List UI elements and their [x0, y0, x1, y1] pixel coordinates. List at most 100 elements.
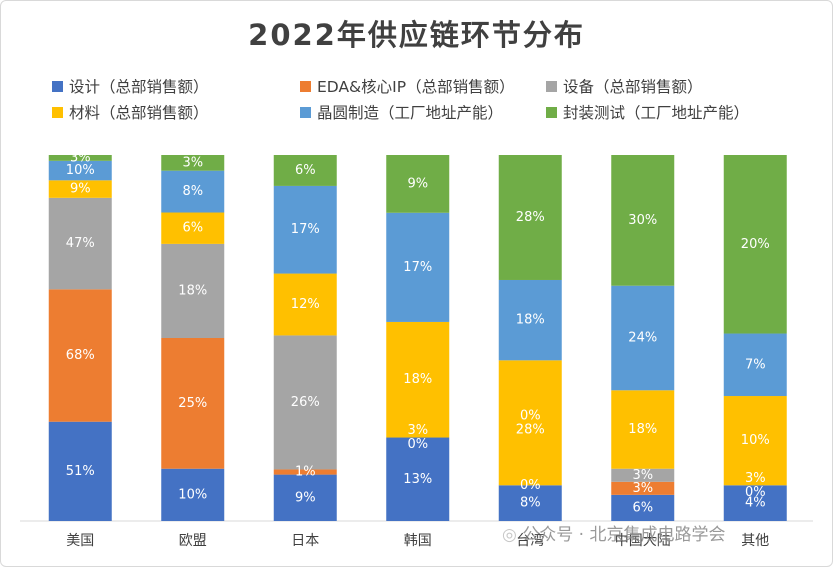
- bar-segment: [386, 437, 450, 521]
- bar-segment: [48, 160, 112, 181]
- bar-segment: [386, 321, 450, 438]
- legend-label: 设计（总部销售额）: [69, 78, 209, 96]
- data-label: 6%: [632, 500, 653, 515]
- data-label: 51%: [66, 464, 95, 479]
- bar-segment: [723, 396, 787, 486]
- legend-swatch: [52, 106, 63, 118]
- legend-swatch: [300, 80, 311, 92]
- chart-title: 2022年供应链环节分布: [248, 18, 585, 52]
- bar-segment: [48, 180, 112, 198]
- data-label: 6%: [295, 163, 316, 178]
- bar-segment: [161, 212, 225, 244]
- data-label: 9%: [295, 490, 316, 505]
- category-label: 中国大陆: [615, 533, 671, 549]
- data-label: 28%: [516, 422, 545, 437]
- data-label: 4%: [745, 496, 766, 511]
- data-label: 3%: [745, 471, 766, 486]
- legend-label: 封装测试（工厂地址产能）: [563, 104, 750, 122]
- bar-segment: [723, 155, 787, 334]
- data-label: 17%: [403, 260, 432, 275]
- bar-segment: [273, 474, 337, 521]
- data-label: 18%: [178, 283, 207, 298]
- data-label: 10%: [178, 487, 207, 502]
- data-label: 6%: [182, 221, 203, 236]
- bar-segment: [273, 469, 337, 475]
- bar-segment: [273, 273, 337, 336]
- legend-item: 晶圆制造（工厂地址产能）: [300, 101, 546, 123]
- bar-segment: [498, 279, 562, 361]
- bar-segment: [48, 289, 112, 422]
- data-label: 17%: [291, 222, 320, 237]
- data-label: 13%: [403, 472, 432, 487]
- bar-segment: [386, 155, 450, 213]
- bar-segment: [161, 155, 225, 171]
- category-label: 欧盟: [179, 533, 207, 549]
- data-label: 3%: [182, 155, 203, 170]
- bar-segment: [273, 335, 337, 470]
- bar-segment: [498, 360, 562, 486]
- legend-item: 材料（总部销售额）: [52, 101, 300, 123]
- bar-segment: [48, 155, 112, 161]
- watermark: ◎ 公众号 · 北京集成电路学会: [502, 520, 725, 545]
- data-label: 1%: [295, 465, 316, 480]
- bar-segment: [161, 338, 225, 469]
- wechat-icon: ◎: [502, 525, 517, 545]
- data-label: 0%: [745, 485, 766, 500]
- data-label: 7%: [745, 357, 766, 372]
- legend-swatch: [546, 80, 557, 92]
- data-label: 10%: [741, 433, 770, 448]
- legend-row: 材料（总部销售额） 晶圆制造（工厂地址产能） 封装测试（工厂地址产能）: [52, 99, 822, 125]
- data-label: 3%: [632, 468, 653, 483]
- data-label: 68%: [66, 348, 95, 363]
- data-label: 0%: [520, 408, 541, 423]
- bar-segment: [611, 494, 675, 521]
- data-label: 8%: [182, 184, 203, 199]
- data-label: 9%: [70, 182, 91, 197]
- data-label: 8%: [520, 496, 541, 511]
- category-label: 其他: [741, 533, 769, 549]
- legend-swatch: [52, 80, 63, 92]
- data-label: 3%: [632, 481, 653, 496]
- bar-segment: [48, 421, 112, 521]
- data-label: 24%: [628, 331, 657, 346]
- category-label: 韩国: [404, 533, 432, 549]
- legend-label: 晶圆制造（工厂地址产能）: [317, 104, 504, 122]
- legend-label: EDA&核心IP（总部销售额）: [317, 78, 515, 96]
- legend-item: 设备（总部销售额）: [546, 75, 703, 97]
- chart-legend: 设计（总部销售额） EDA&核心IP（总部销售额） 设备（总部销售额） 材料（总部销售…: [52, 73, 822, 125]
- data-label: 28%: [516, 210, 545, 225]
- data-label: 9%: [407, 176, 428, 191]
- data-label: 47%: [66, 236, 95, 251]
- data-label: 0%: [407, 437, 428, 452]
- legend-swatch: [546, 106, 557, 118]
- legend-item: 设计（总部销售额）: [52, 75, 300, 97]
- data-label: 0%: [520, 478, 541, 493]
- data-label: 20%: [741, 237, 770, 252]
- data-label: 18%: [628, 422, 657, 437]
- bar-segment: [161, 243, 225, 338]
- bar-segment: [161, 468, 225, 521]
- category-label: 台湾: [516, 532, 544, 549]
- legend-item: 封装测试（工厂地址产能）: [546, 101, 749, 123]
- bar-segment: [48, 197, 112, 290]
- bar-segment: [273, 185, 337, 274]
- data-label: 26%: [291, 395, 320, 410]
- data-label: 3%: [70, 150, 91, 165]
- data-label: 25%: [178, 396, 207, 411]
- bar-segment: [611, 285, 675, 391]
- data-label: 30%: [628, 213, 657, 228]
- category-label: 美国: [66, 533, 94, 549]
- category-label: 日本: [291, 533, 319, 549]
- bar-segment: [498, 155, 562, 280]
- legend-row: 设计（总部销售额） EDA&核心IP（总部销售额） 设备（总部销售额）: [52, 73, 822, 99]
- legend-swatch: [300, 106, 311, 118]
- bar-segment: [723, 485, 787, 521]
- watermark-text: 公众号 · 北京集成电路学会: [522, 525, 726, 545]
- bar-segment: [161, 170, 225, 213]
- data-label: 12%: [291, 297, 320, 312]
- legend-label: 设备（总部销售额）: [563, 78, 703, 96]
- bar-segment: [498, 485, 562, 521]
- bar-segment: [723, 333, 787, 397]
- legend-item: EDA&核心IP（总部销售额）: [300, 75, 546, 97]
- bar-segment: [611, 468, 675, 482]
